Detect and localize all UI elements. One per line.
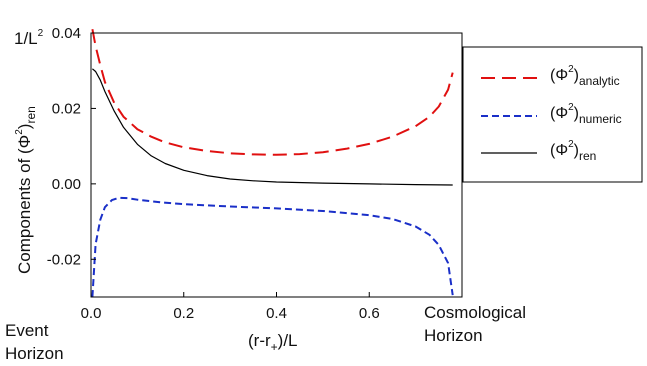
event-horizon-label-line2: Horizon [5, 344, 64, 363]
x-tick-label: 0.0 [81, 305, 102, 322]
x-tick-label: 0.2 [173, 305, 194, 322]
legend: (Φ2)analytic (Φ2)numeric (Φ2)ren [462, 46, 643, 183]
series-line-numeric [91, 196, 454, 298]
y-tick-label: 0.02 [52, 100, 81, 117]
y-axis: 0.04 0.02 0.00 -0.02 [47, 25, 96, 268]
y-tick-label: 0.04 [52, 25, 81, 42]
x-axis-title: (r-r+)/L [248, 331, 298, 354]
y-unit-label: 1/L2 [14, 28, 44, 48]
cosmological-horizon-label-line1: Cosmological [424, 303, 526, 322]
legend-box [462, 46, 643, 183]
event-horizon-label-line1: Event [5, 321, 49, 340]
y-tick-label: 0.00 [52, 176, 81, 193]
cosmological-horizon-label-line2: Horizon [424, 326, 483, 345]
series-line-analytic [91, 29, 454, 156]
x-axis: 0.0 0.2 0.4 0.6 [81, 292, 380, 322]
y-axis-title: Components of (Φ2)ren [14, 106, 38, 274]
legend-label-ren: (Φ2)ren [550, 139, 596, 163]
series-line-ren [92, 68, 453, 186]
x-tick-label: 0.4 [266, 305, 287, 322]
plot-frame [90, 32, 463, 298]
series-layer [91, 29, 454, 298]
y-tick-label: -0.02 [47, 251, 81, 268]
legend-label-numeric: (Φ2)numeric [550, 102, 622, 126]
legend-label-analytic: (Φ2)analytic [550, 64, 620, 88]
x-tick-label: 0.6 [359, 305, 380, 322]
